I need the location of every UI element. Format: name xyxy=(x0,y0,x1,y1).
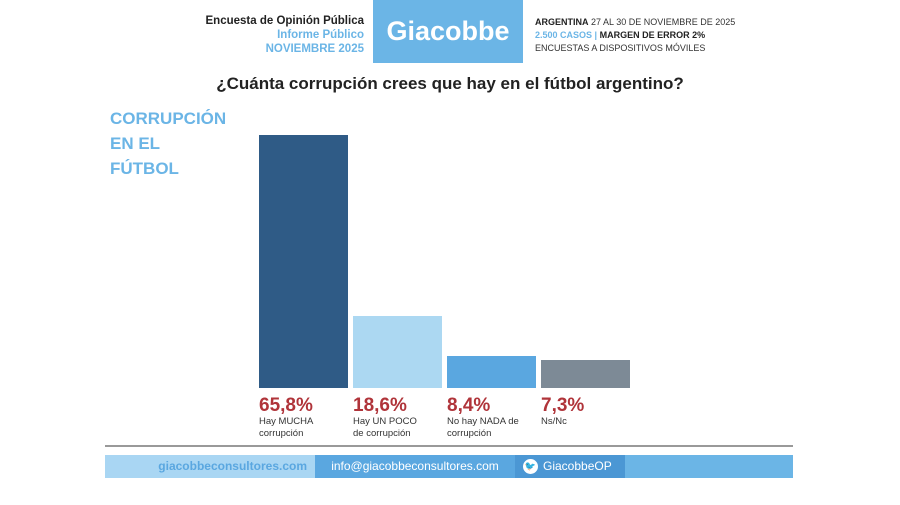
data-label: 65,8% xyxy=(259,395,313,416)
divider xyxy=(105,445,793,447)
bar xyxy=(259,135,348,388)
twitter-icon: 🐦 xyxy=(523,459,538,474)
category-label: Ns/Nc xyxy=(541,416,567,427)
side-title-line: FÚTBOL xyxy=(110,159,179,178)
report-date: NOVIEMBRE 2025 xyxy=(265,43,364,55)
footer-web[interactable]: giacobbeconsultores.com xyxy=(105,455,315,478)
method: ENCUESTAS A DISPOSITIVOS MÓVILES xyxy=(535,43,706,53)
methodology: ARGENTINA 27 AL 30 DE NOVIEMBRE DE 2025 … xyxy=(535,16,735,55)
footer-fill xyxy=(625,455,793,478)
bar xyxy=(353,316,442,388)
data-label: 8,4% xyxy=(447,395,491,416)
separator: | xyxy=(594,30,598,40)
category-label: Hay MUCHA corrupción xyxy=(259,416,313,439)
chart-title: ¿Cuánta corrupción crees que hay en el f… xyxy=(216,74,684,93)
report-type: Informe Público xyxy=(277,29,364,41)
side-title-line: EN EL xyxy=(110,134,161,153)
bar xyxy=(541,359,630,388)
bar xyxy=(447,355,536,388)
margin: MARGEN DE ERROR 2% xyxy=(599,30,706,40)
category-label: Hay UN POCO de corrupción xyxy=(353,416,417,439)
data-label: 18,6% xyxy=(353,395,407,416)
footer-email[interactable]: info@giacobbeconsultores.com xyxy=(315,455,515,478)
category-label: No hay NADA de corrupción xyxy=(447,416,519,439)
footer-twitter[interactable]: 🐦 GiacobbeOP xyxy=(515,455,625,478)
survey-info: Encuesta de Opinión Pública Informe Públ… xyxy=(150,14,364,56)
twitter-handle: GiacobbeOP xyxy=(543,459,612,473)
side-title-line: CORRUPCIÓN xyxy=(110,109,227,128)
logo: Giacobbe xyxy=(373,0,523,63)
fieldwork: 27 AL 30 DE NOVIEMBRE DE 2025 xyxy=(591,17,736,27)
footer: giacobbeconsultores.com info@giacobbecon… xyxy=(105,455,793,478)
data-label: 7,3% xyxy=(541,395,585,416)
side-title: CORRUPCIÓN EN EL FÚTBOL xyxy=(110,106,260,181)
survey-title: Encuesta de Opinión Pública xyxy=(205,15,364,27)
country: ARGENTINA xyxy=(535,17,589,27)
cases: 2.500 CASOS xyxy=(535,30,593,40)
